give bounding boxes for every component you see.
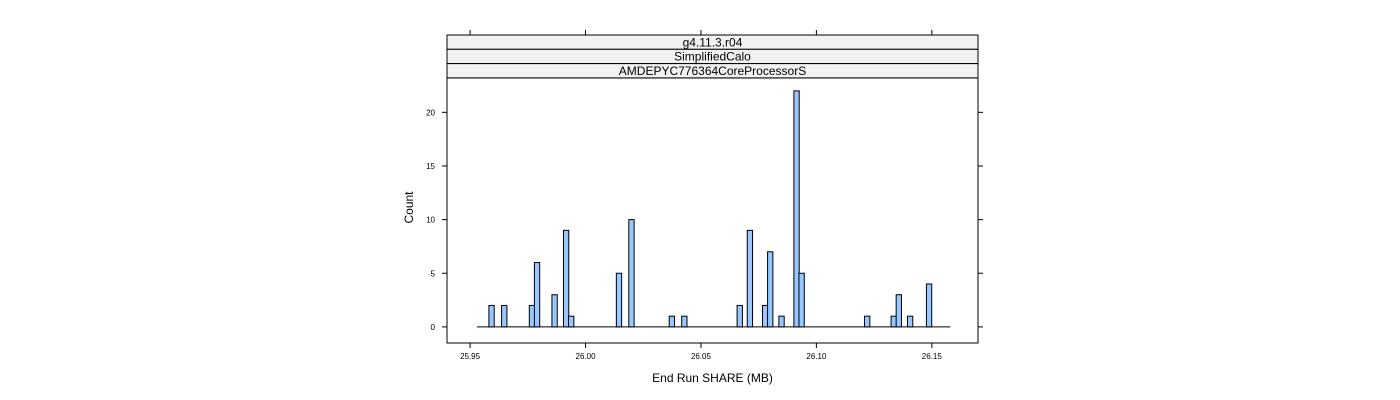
x-tick-label: 25.95 xyxy=(460,352,481,361)
histogram-bars xyxy=(488,90,933,328)
histogram-bar xyxy=(668,315,676,328)
histogram-bar xyxy=(778,315,785,328)
y-tick-label: 5 xyxy=(431,269,436,278)
y-tick-label: 20 xyxy=(426,108,435,117)
histogram-bar xyxy=(615,272,623,328)
x-tick-label: 26.10 xyxy=(806,352,827,361)
histogram-bar xyxy=(793,90,800,328)
histogram-bar xyxy=(864,315,871,328)
y-axis-title: Count xyxy=(402,191,416,224)
histogram-bar xyxy=(895,294,902,328)
strip-label-0: g4.11.3.r04 xyxy=(683,35,743,49)
strip-label-2: AMDEPYC776364CoreProcessorS xyxy=(619,64,806,78)
histogram-bar xyxy=(890,315,897,328)
y-tick-label: 0 xyxy=(431,323,436,332)
plot-panel xyxy=(446,77,979,344)
histogram-bar xyxy=(533,262,541,328)
strip-headers: g4.11.3.r04SimplifiedCaloAMDEPYC776364Co… xyxy=(446,34,979,79)
histogram-bar xyxy=(761,304,769,328)
histogram-bar xyxy=(736,304,743,328)
y-tick-label: 10 xyxy=(426,216,435,225)
y-tick-label: 15 xyxy=(426,162,435,171)
histogram-bar xyxy=(551,294,558,328)
x-tick-label: 26.15 xyxy=(922,352,943,361)
histogram-bar xyxy=(568,315,575,328)
histogram-bar xyxy=(562,229,570,328)
x-axis-title: End Run SHARE (MB) xyxy=(652,371,773,385)
histogram-bar xyxy=(767,251,774,328)
histogram-bar xyxy=(798,272,805,328)
strip-label-1: SimplifiedCalo xyxy=(674,50,751,64)
x-tick-label: 26.00 xyxy=(576,352,597,361)
histogram-bar xyxy=(501,304,508,328)
histogram-bar xyxy=(906,315,914,328)
histogram-bar xyxy=(628,219,635,328)
x-tick-label: 26.05 xyxy=(691,352,712,361)
histogram-bar xyxy=(925,283,933,328)
histogram-bar xyxy=(488,304,495,328)
histogram-bar xyxy=(681,315,688,328)
axes: 25.95 26.00 26.05 26.10 26.15 0 5 10 15 20 xyxy=(426,30,983,361)
histogram-bar xyxy=(746,229,754,328)
histogram-bar xyxy=(528,304,536,328)
